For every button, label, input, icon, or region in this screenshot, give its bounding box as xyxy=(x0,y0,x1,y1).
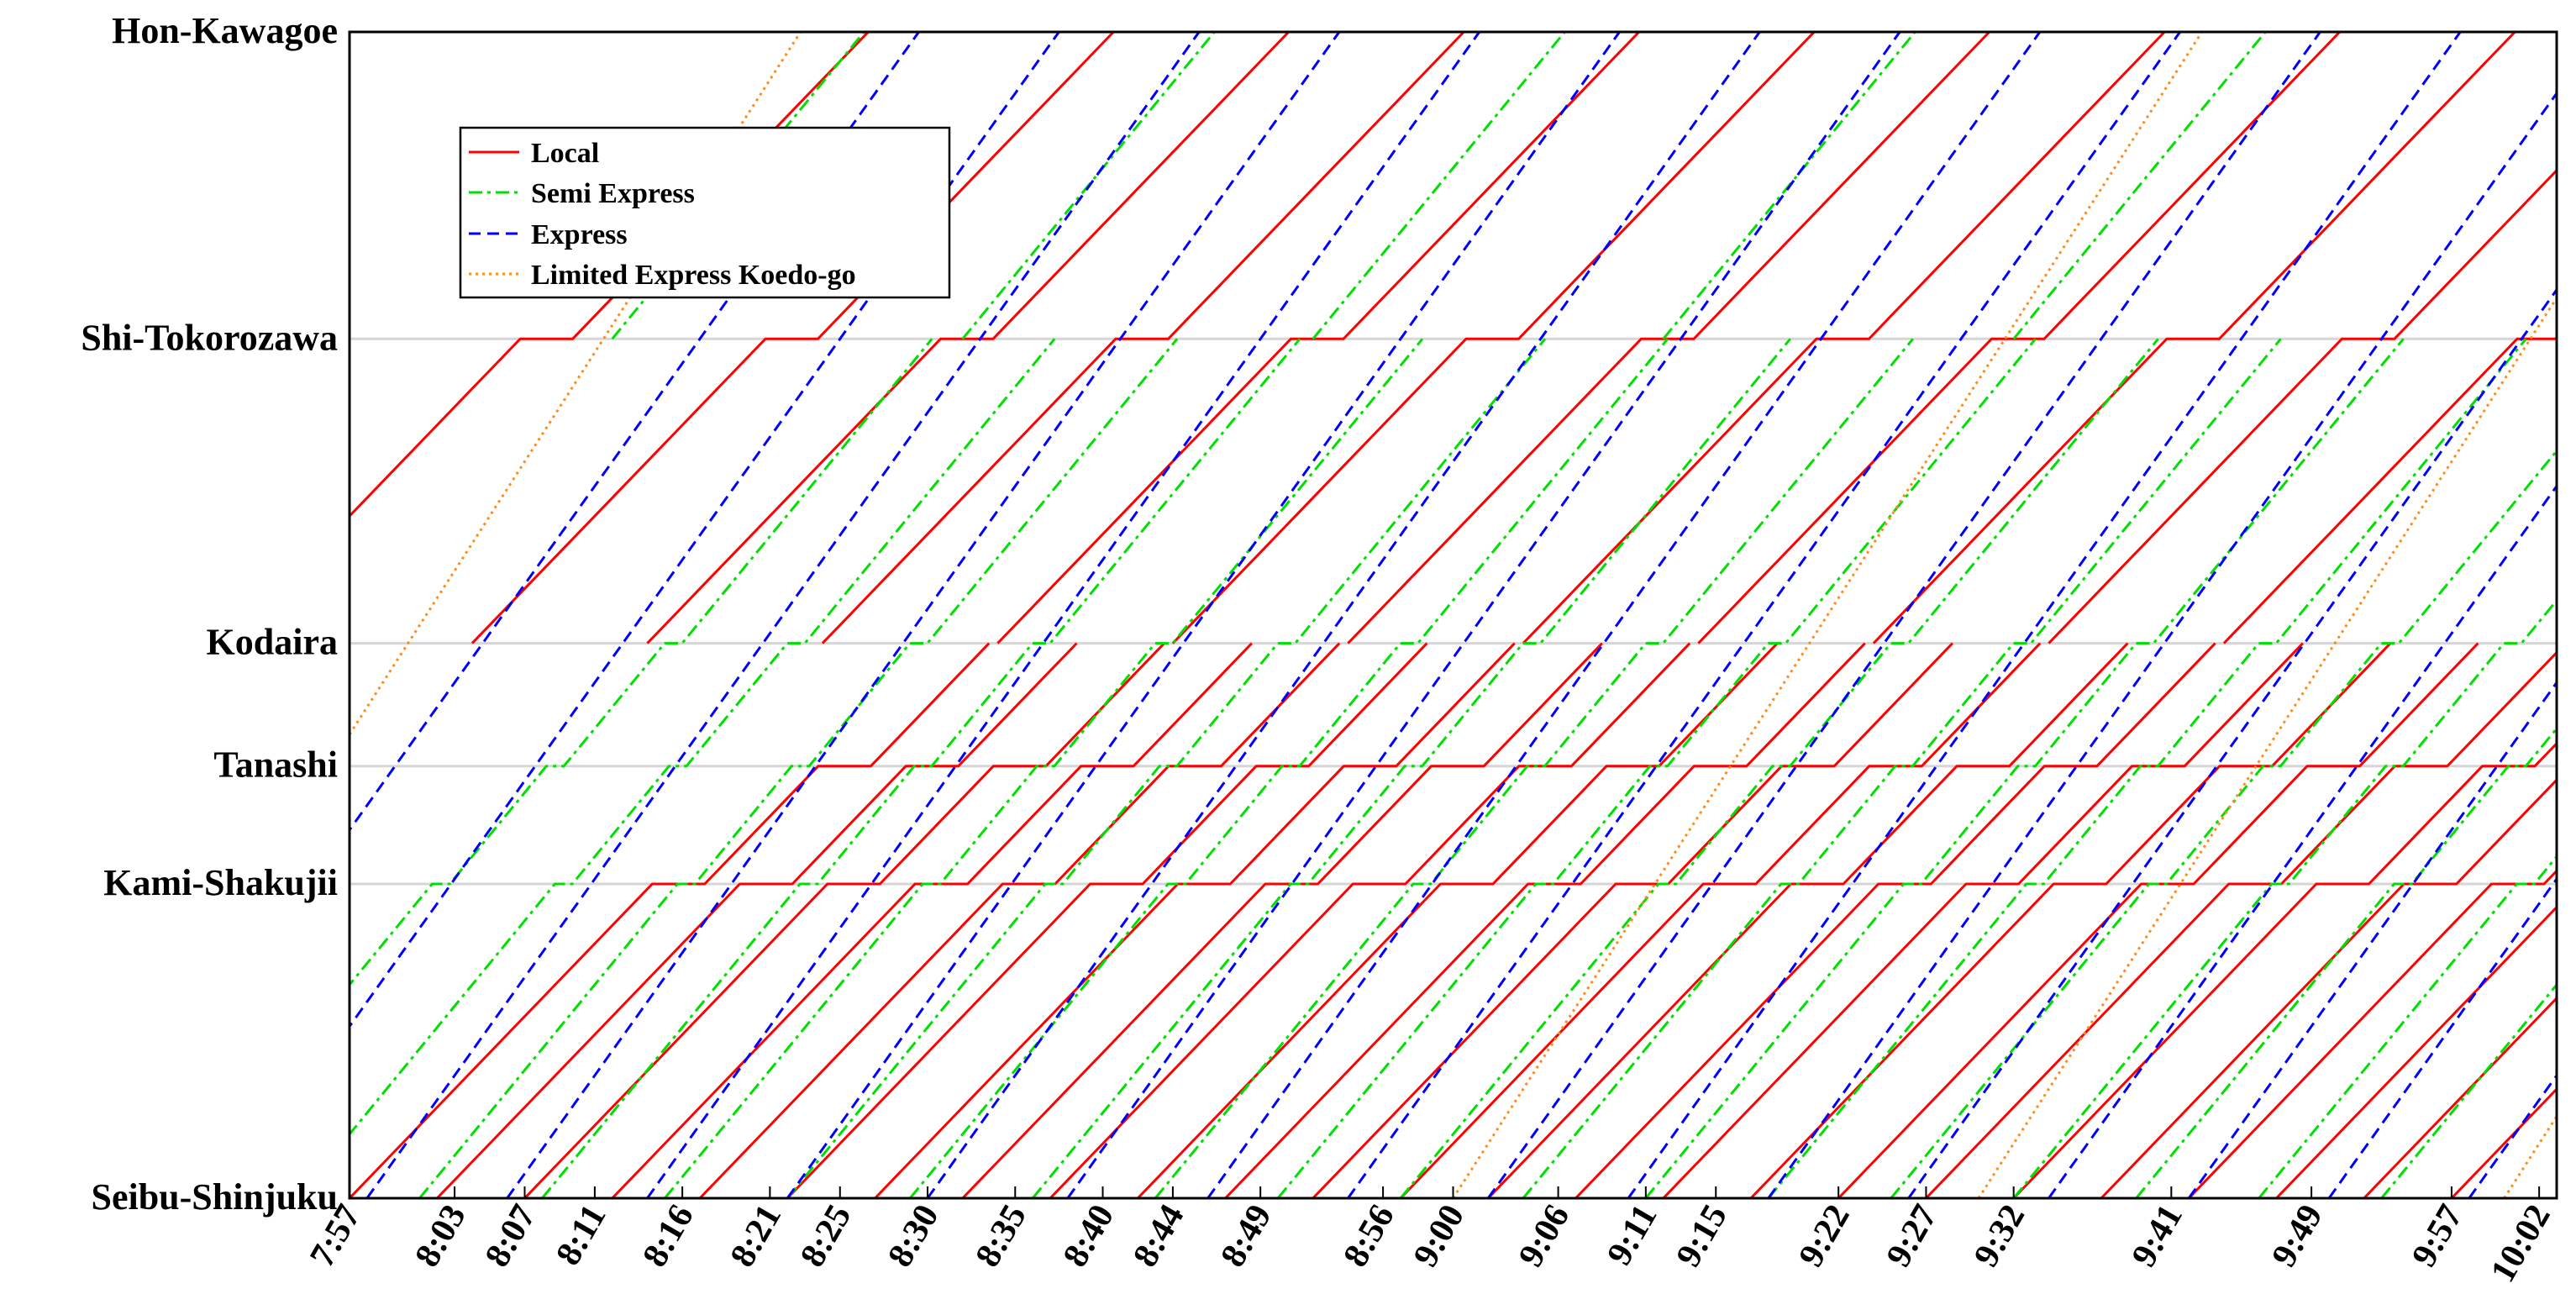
train-path-semi-express xyxy=(1155,339,1913,1198)
legend-label-semi-express: Semi Express xyxy=(531,178,695,209)
train-path-express xyxy=(2189,32,2576,1198)
x-tick-label: 9:49 xyxy=(2264,1198,2330,1274)
x-tick-label: 8:07 xyxy=(478,1198,544,1274)
train-path-local xyxy=(1838,644,2478,1198)
x-tick-label: 9:57 xyxy=(2405,1198,2470,1274)
train-path-local xyxy=(875,644,1515,1198)
station-label-kami-shakujii: Kami-Shakujii xyxy=(103,862,338,903)
legend-label-express: Express xyxy=(531,219,628,250)
train-path-local xyxy=(437,644,1076,1198)
x-tick-label: 8:44 xyxy=(1126,1198,1191,1274)
x-tick-label: 8:35 xyxy=(969,1198,1034,1274)
x-tick-label: 8:49 xyxy=(1213,1198,1279,1274)
train-path-express xyxy=(928,32,1759,1198)
legend-label-limited-express: Limited Express Koedo-go xyxy=(531,260,856,291)
x-tick-label: 9:27 xyxy=(1879,1198,1945,1274)
train-path-limited-express-koedo-go xyxy=(1979,32,2576,1198)
train-path-semi-express xyxy=(297,339,1055,1198)
station-labels: Seibu-Shinjuku Kami-Shakujii Tanashi Kodair… xyxy=(81,10,338,1218)
x-tick-label: 9:22 xyxy=(1792,1198,1858,1274)
train-path-local xyxy=(2014,644,2576,1198)
station-label-shi-tokorozawa: Shi-Tokorozawa xyxy=(81,317,338,358)
train-path-semi-express xyxy=(542,339,1300,1198)
x-tick-label: 8:30 xyxy=(881,1198,946,1274)
train-path-local xyxy=(1138,644,1777,1198)
train-path-local xyxy=(1488,644,2127,1198)
station-gridlines xyxy=(350,339,2557,884)
train-path-local xyxy=(787,644,1427,1198)
station-label-tanashi: Tanashi xyxy=(213,744,338,786)
train-path-semi-express xyxy=(910,339,1668,1198)
train-path-semi-express xyxy=(2014,339,2576,1198)
train-path-semi-express xyxy=(2014,32,2266,339)
x-tick-label: 9:11 xyxy=(1600,1198,1664,1272)
x-tick-label: 10:02 xyxy=(2484,1198,2558,1289)
train-path-limited-express-koedo-go xyxy=(1454,32,2202,1198)
x-tick-label: 8:11 xyxy=(549,1198,613,1272)
train-path-local xyxy=(1050,644,1690,1198)
train-path-express xyxy=(1488,32,2320,1198)
x-tick-label: 8:16 xyxy=(635,1198,701,1274)
train-path-limited-express-koedo-go xyxy=(2505,32,2576,1198)
x-tick-label: 8:40 xyxy=(1056,1198,1122,1274)
train-path-express xyxy=(2329,32,2576,1198)
x-tick-label: 9:32 xyxy=(1967,1198,2032,1274)
train-path-local xyxy=(1664,644,2303,1198)
x-tick-label: 9:41 xyxy=(2125,1198,2190,1274)
train-path-express xyxy=(1068,32,1900,1198)
train-path-local xyxy=(700,644,1339,1198)
train-path-local xyxy=(1751,644,2390,1198)
train-series xyxy=(52,32,2576,1198)
x-tick-label: 9:15 xyxy=(1669,1198,1735,1274)
train-path-express xyxy=(1628,32,2460,1198)
train-path-semi-express xyxy=(1033,339,1790,1198)
legend-label-local: Local xyxy=(531,138,599,169)
x-tick-label: 8:25 xyxy=(793,1198,859,1274)
x-tick-label: 9:06 xyxy=(1511,1198,1577,1274)
train-path-local xyxy=(2101,644,2576,1198)
x-tick-label: 9:00 xyxy=(1406,1198,1472,1274)
legend: Local Semi Express Express Limited Expre… xyxy=(460,128,949,297)
train-path-local xyxy=(1401,644,2040,1198)
x-tick-label: 8:03 xyxy=(407,1198,473,1274)
train-path-semi-express xyxy=(1313,32,1565,339)
train-path-semi-express xyxy=(1523,339,2281,1198)
station-label-kodaira: Kodaira xyxy=(207,622,338,663)
x-tick-label: 8:56 xyxy=(1336,1198,1401,1274)
station-label-seibu-shinjuku: Seibu-Shinjuku xyxy=(91,1176,338,1218)
station-label-hon-kawagoe: Hon-Kawagoe xyxy=(112,10,338,51)
x-tick-label: 8:21 xyxy=(723,1198,789,1274)
train-path-express xyxy=(1208,32,2040,1198)
series-limited-express-koedo-go xyxy=(52,32,2576,1198)
train-path-semi-express xyxy=(1769,339,2526,1198)
train-path-semi-express xyxy=(1891,339,2576,1198)
